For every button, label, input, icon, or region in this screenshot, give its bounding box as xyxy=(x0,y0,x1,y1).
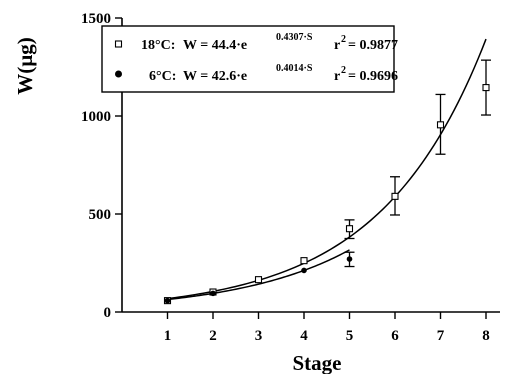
y-tick-label-500: 500 xyxy=(89,207,112,223)
legend-6c-equation: W = 42.6·e xyxy=(183,69,247,84)
x-tick-label-7: 7 xyxy=(437,328,445,344)
x-tick-label-1: 1 xyxy=(164,328,172,344)
x-tick-label-8: 8 xyxy=(482,328,490,344)
point-18c-stage-6 xyxy=(391,192,399,200)
point-18c-stage-4 xyxy=(300,257,308,265)
legend-18c-condition: 18°C: xyxy=(141,38,175,53)
legend: 18°C: W = 44.4·e 0.4307·S r 2 = 0.9877 6… xyxy=(101,25,398,93)
fit-curve-6c xyxy=(167,249,350,301)
legend-box xyxy=(101,25,395,93)
legend-18c-r2-sup: 2 xyxy=(341,34,346,45)
point-18c-stage-3 xyxy=(254,276,263,284)
y-tick-label-1500: 1500 xyxy=(81,11,111,27)
data-markers xyxy=(163,84,490,305)
x-tick-label-2: 2 xyxy=(209,328,217,344)
y-ticks: 0 500 1000 1500 xyxy=(81,11,122,321)
legend-marker-dot xyxy=(115,70,122,78)
y-tick-label-0: 0 xyxy=(104,305,112,321)
fit-curves xyxy=(167,38,487,301)
y-axis-title: W(µg) xyxy=(13,37,37,95)
legend-6c-r2-sup: 2 xyxy=(341,65,346,76)
legend-6c-r2-label: r xyxy=(334,69,340,84)
point-18c-stage-7 xyxy=(436,121,445,129)
x-ticks: 1 2 3 4 5 6 7 8 xyxy=(164,312,490,344)
y-tick-label-1000: 1000 xyxy=(81,109,111,125)
legend-marker-square xyxy=(114,40,123,48)
x-axis-title: Stage xyxy=(293,351,342,374)
x-tick-label-6: 6 xyxy=(391,328,399,344)
point-6c-stage-4 xyxy=(301,267,307,274)
legend-6c-exponent: 0.4014·S xyxy=(276,63,313,74)
fit-curve-18c xyxy=(167,38,487,300)
legend-18c-r2-value: = 0.9877 xyxy=(348,38,398,53)
legend-18c-r2-label: r xyxy=(334,38,340,53)
point-18c-stage-5 xyxy=(345,225,354,233)
legend-18c-exponent: 0.4307·S xyxy=(276,32,313,43)
point-6c-stage-5 xyxy=(346,256,353,262)
legend-6c-r2-value: = 0.9696 xyxy=(348,69,398,84)
x-tick-label-3: 3 xyxy=(255,328,263,344)
x-tick-label-5: 5 xyxy=(346,328,354,344)
point-18c-stage-8 xyxy=(482,84,490,92)
legend-18c-equation: W = 44.4·e xyxy=(183,38,247,53)
point-6c-stage-2 xyxy=(210,290,216,297)
x-tick-label-4: 4 xyxy=(300,328,308,344)
legend-6c-condition: 6°C: xyxy=(149,69,176,84)
point-6c-stage-1 xyxy=(164,297,171,304)
